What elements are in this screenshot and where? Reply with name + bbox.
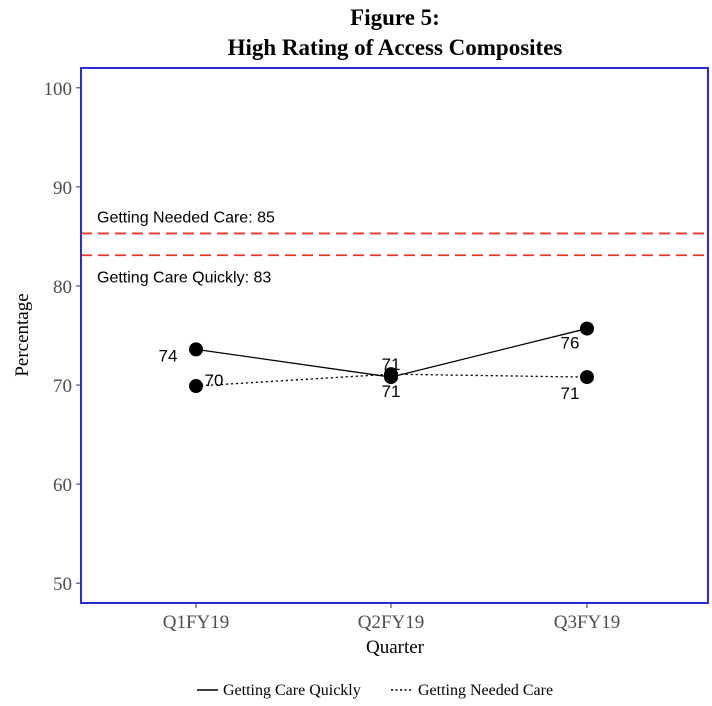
data-label: 76	[561, 334, 580, 353]
data-label: 74	[159, 346, 178, 365]
legend-label-getting-needed-care: Getting Needed Care	[418, 682, 553, 699]
x-tick-label: Q3FY19	[554, 612, 621, 633]
y-tick-label: 60	[53, 475, 72, 496]
reference-label: Getting Needed Care: 85	[97, 209, 275, 226]
data-point-getting-needed-care	[580, 370, 594, 385]
data-label: 70	[205, 371, 224, 390]
plot-area: 50 60 70 80 90 100 Q1FY19 Q2FY19 Q3FY19 Getting N…	[44, 79, 708, 633]
data-point-getting-needed-care	[189, 379, 203, 394]
data-label: 71	[382, 382, 401, 401]
data-point-getting-care-quickly	[189, 342, 203, 357]
y-tick-label: 100	[44, 79, 73, 100]
legend-label-getting-care-quickly: Getting Care Quickly	[223, 682, 361, 699]
y-tick-label: 90	[53, 178, 72, 199]
data-label: 71	[561, 384, 580, 403]
y-tick-label: 80	[53, 277, 72, 298]
reference-label: Getting Care Quickly: 83	[97, 269, 271, 286]
data-point-getting-care-quickly	[580, 321, 594, 336]
chart-subtitle: High Rating of Access Composites	[228, 35, 563, 60]
legend: Getting Care Quickly Getting Needed Care	[197, 682, 553, 699]
y-axis-title: Percentage	[12, 293, 33, 376]
data-point-getting-needed-care	[384, 367, 398, 382]
y-tick-label: 50	[53, 574, 72, 595]
x-tick-label: Q2FY19	[358, 612, 425, 633]
x-axis-title: Quarter	[366, 637, 425, 658]
data-label: 71	[382, 355, 401, 374]
plot-frame	[80, 67, 709, 604]
chart-title: Figure 5:	[350, 5, 440, 30]
y-tick-label: 70	[53, 376, 72, 397]
x-tick-label: Q1FY19	[163, 612, 230, 633]
